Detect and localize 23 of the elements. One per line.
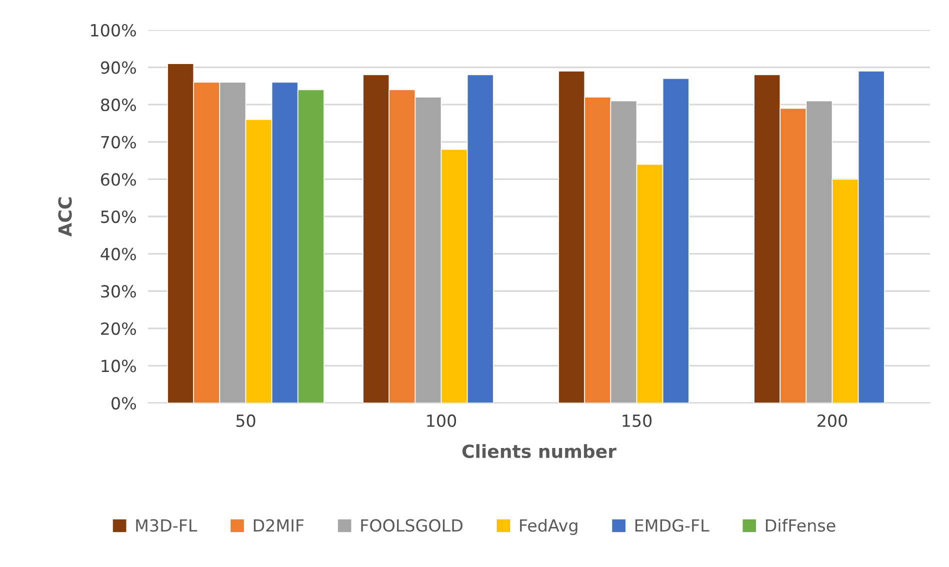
y-tick-label: 40%	[100, 248, 136, 260]
legend-label: EMDG-FL	[635, 519, 710, 532]
x-tick-label: 200	[818, 414, 848, 428]
legend-label: M3D-FL	[136, 519, 198, 532]
y-tick-label: 10%	[102, 360, 136, 372]
y-tick-label: 0%	[112, 396, 136, 410]
legend-label: DifFense	[766, 518, 836, 532]
legend-label: FOOLSGOLD	[361, 519, 462, 532]
y-axis-title: ACC	[58, 197, 72, 237]
y-tick-label: 100%	[91, 24, 136, 37]
y-tick-label: 60%	[101, 173, 136, 186]
x-axis-title: Clients number	[462, 444, 616, 458]
y-tick-label: 70%	[101, 136, 136, 148]
y-tick-label: 50%	[101, 210, 136, 224]
legend-label: FedAvg	[520, 518, 578, 535]
x-tick-label: 50	[236, 414, 256, 428]
x-tick-label: 150	[622, 414, 652, 428]
y-tick-label: 30%	[101, 285, 136, 298]
y-tick-label: 20%	[101, 322, 136, 335]
x-tick-label: 100	[427, 414, 456, 428]
legend-label: D2MIF	[254, 519, 304, 532]
y-tick-label: 80%	[100, 98, 136, 112]
y-tick-label: 90%	[100, 61, 136, 74]
